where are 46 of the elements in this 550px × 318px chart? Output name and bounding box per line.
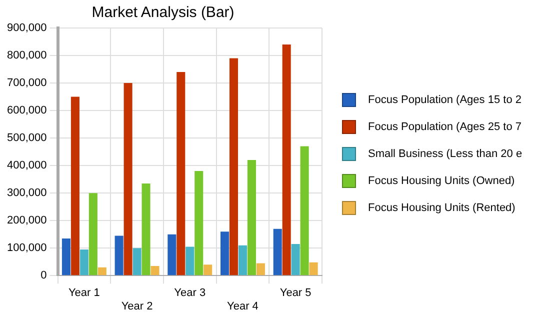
bar <box>229 58 238 276</box>
chart-title: Market Analysis (Bar) <box>92 4 234 22</box>
bar <box>247 160 256 276</box>
bar <box>238 245 247 276</box>
bar <box>80 249 88 276</box>
bar <box>256 263 265 276</box>
bar <box>204 264 212 276</box>
y-tick-label: 700,000 <box>6 77 47 90</box>
bar <box>62 238 70 276</box>
bar <box>186 246 194 276</box>
bar <box>176 72 186 276</box>
bar <box>291 244 300 276</box>
y-tick-label: 600,000 <box>6 104 47 117</box>
bar <box>273 228 282 276</box>
bar <box>114 236 124 276</box>
x-tick-label: Year 3 <box>174 287 206 300</box>
legend-label: Small Business (Less than 20 e <box>368 148 522 160</box>
bar <box>168 234 176 276</box>
legend-label: Focus Population (Ages 15 to 2 <box>368 94 522 106</box>
bar <box>88 193 98 276</box>
bar <box>220 232 230 276</box>
bar <box>142 183 150 276</box>
x-tick-label: Year 5 <box>280 287 312 300</box>
x-tick-label: Year 4 <box>227 300 258 312</box>
y-tick-label: 400,000 <box>6 160 47 172</box>
y-tick-label: 0 <box>40 270 47 282</box>
bar <box>70 96 80 276</box>
y-tick-label: 100,000 <box>6 242 47 254</box>
bar <box>300 146 309 276</box>
y-tick-label: 800,000 <box>6 50 47 62</box>
x-tick-label: Year 1 <box>68 287 100 300</box>
legend-label: Focus Housing Units (Owned) <box>368 174 515 186</box>
x-tick-label: Year 2 <box>121 300 153 312</box>
bar <box>124 83 132 276</box>
bar <box>150 266 160 276</box>
legend-label: Focus Housing Units (Rented) <box>368 202 516 214</box>
y-tick-label: 200,000 <box>6 214 47 227</box>
bar <box>98 267 106 276</box>
bar <box>132 248 142 276</box>
y-tick-label: 500,000 <box>6 132 47 144</box>
legend-label: Focus Population (Ages 25 to 7 <box>368 120 522 132</box>
y-tick-label: 300,000 <box>6 187 47 200</box>
bar <box>194 171 204 276</box>
bar <box>282 44 291 276</box>
y-tick-label: 900,000 <box>6 22 47 34</box>
bar <box>309 262 318 276</box>
